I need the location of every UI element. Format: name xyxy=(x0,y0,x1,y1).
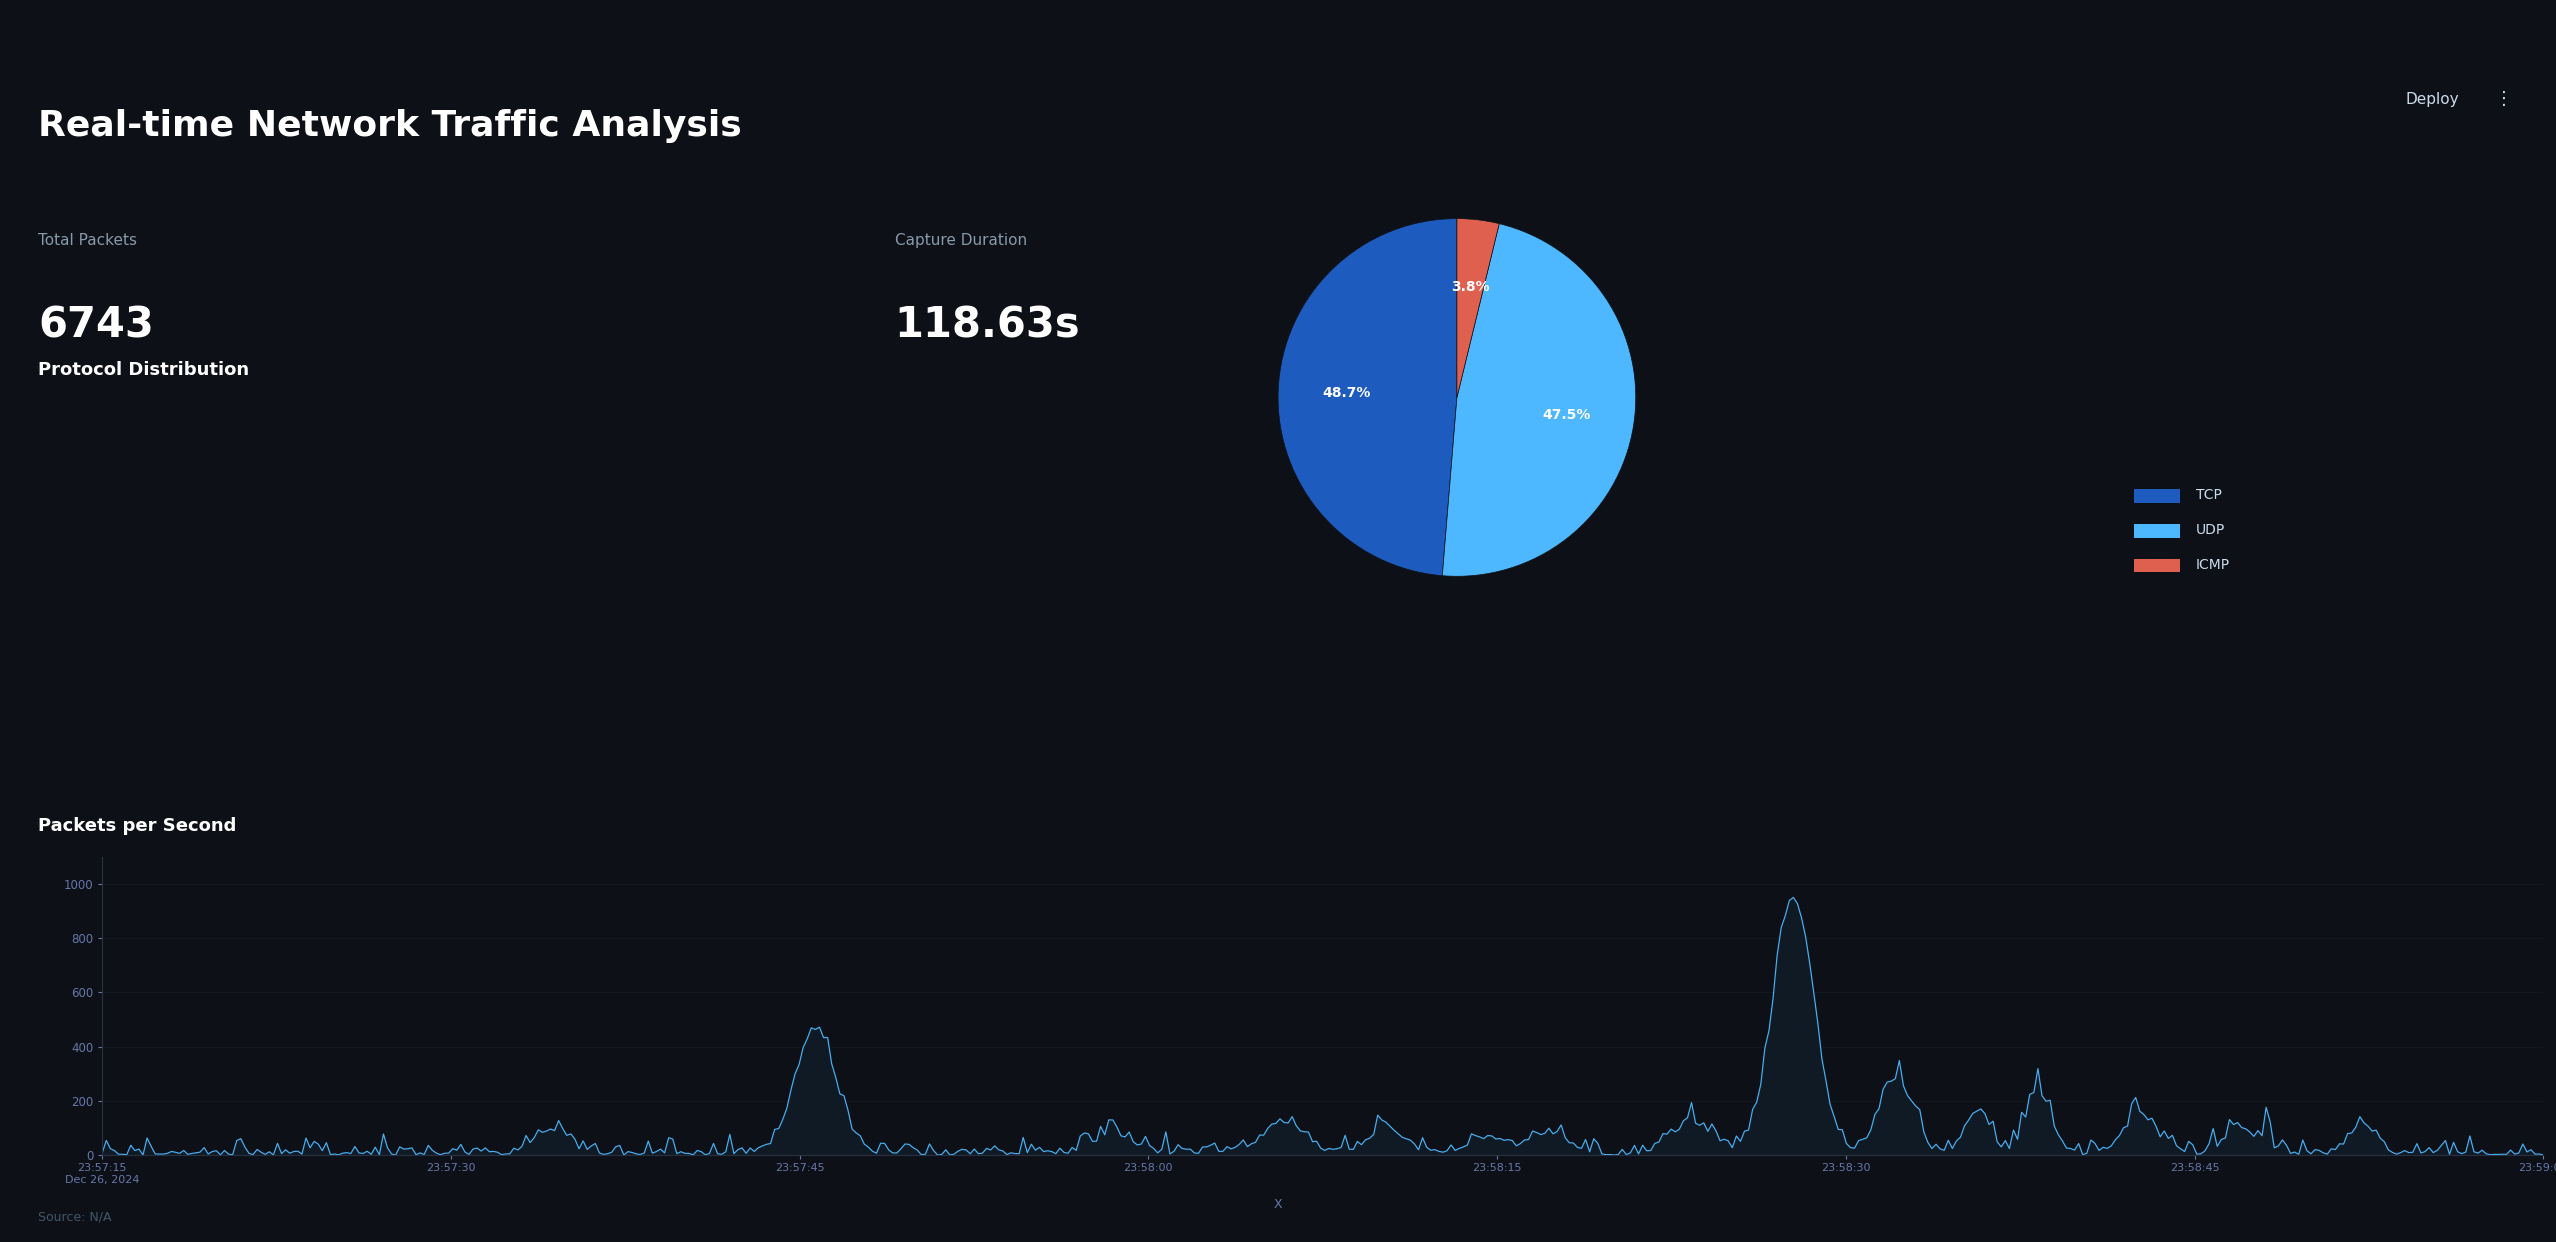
Text: 48.7%: 48.7% xyxy=(1321,386,1370,400)
Text: 118.63s: 118.63s xyxy=(895,304,1081,347)
Text: Packets per Second: Packets per Second xyxy=(38,817,238,835)
Text: ⋮: ⋮ xyxy=(2495,91,2513,108)
Text: 6743: 6743 xyxy=(38,304,153,347)
Text: TCP: TCP xyxy=(2196,488,2221,502)
Text: Real-time Network Traffic Analysis: Real-time Network Traffic Analysis xyxy=(38,109,741,143)
Text: 47.5%: 47.5% xyxy=(1541,409,1590,422)
Text: Capture Duration: Capture Duration xyxy=(895,233,1028,248)
Text: Deploy: Deploy xyxy=(2405,92,2459,107)
Text: Total Packets: Total Packets xyxy=(38,233,138,248)
Text: 3.8%: 3.8% xyxy=(1452,281,1490,294)
Text: Source: N/A: Source: N/A xyxy=(38,1211,112,1223)
Text: X: X xyxy=(1273,1199,1283,1211)
Wedge shape xyxy=(1278,219,1457,576)
Text: ICMP: ICMP xyxy=(2196,558,2229,571)
Text: UDP: UDP xyxy=(2196,523,2224,537)
Wedge shape xyxy=(1442,224,1636,576)
Text: Protocol Distribution: Protocol Distribution xyxy=(38,361,250,379)
Wedge shape xyxy=(1457,219,1500,397)
